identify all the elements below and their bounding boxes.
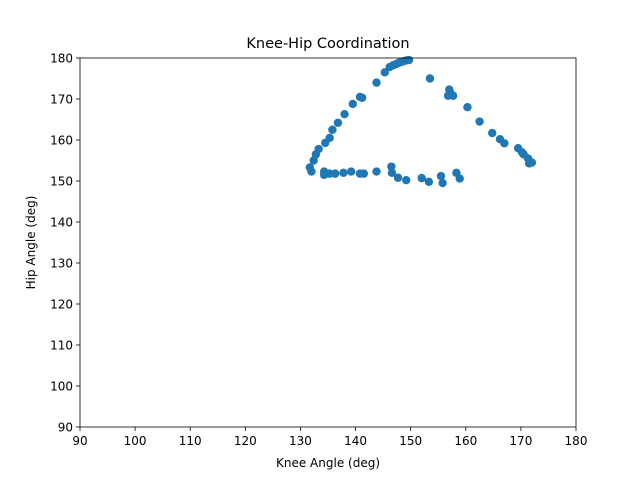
y-tick-label: 140: [50, 216, 73, 230]
data-point: [448, 91, 458, 100]
data-point: [372, 78, 381, 87]
data-point: [328, 125, 337, 134]
data-point: [357, 93, 367, 102]
x-tick-label: 160: [454, 434, 477, 448]
data-point: [372, 167, 381, 176]
data-point: [359, 169, 369, 178]
y-tick-label: 150: [50, 175, 73, 189]
data-point: [348, 99, 357, 109]
data-point: [475, 117, 484, 126]
y-tick-label: 180: [50, 52, 73, 66]
x-tick-label: 150: [399, 434, 422, 448]
y-ticks: 90 100 110 120 130 140 150 160 170 180: [50, 52, 80, 435]
x-tick-label: 130: [289, 434, 312, 448]
chart-title: Knee-Hip Coordination: [246, 36, 409, 52]
data-point: [393, 173, 403, 182]
data-point: [346, 167, 356, 176]
x-tick-label: 180: [565, 434, 588, 448]
data-point: [387, 162, 396, 171]
y-axis-label: Hip Angle (deg): [24, 196, 38, 290]
data-point: [424, 177, 434, 187]
data-point: [425, 74, 435, 83]
x-tick-label: 140: [344, 434, 367, 448]
y-tick-label: 120: [50, 298, 73, 312]
y-tick-label: 170: [50, 93, 73, 107]
points-layer: [305, 55, 537, 188]
data-point: [340, 109, 349, 119]
data-point: [330, 169, 340, 178]
data-point: [333, 118, 343, 127]
x-tick-label: 90: [72, 434, 87, 448]
data-point: [488, 128, 497, 138]
data-point: [417, 173, 426, 183]
data-point: [500, 139, 509, 148]
y-tick-label: 90: [58, 421, 73, 435]
data-point: [380, 68, 389, 77]
y-tick-label: 110: [50, 339, 73, 353]
y-tick-label: 130: [50, 257, 73, 271]
data-point: [455, 174, 464, 183]
data-point: [404, 55, 414, 65]
data-point: [527, 158, 537, 167]
y-tick-label: 160: [50, 134, 73, 148]
data-point: [402, 175, 411, 185]
x-tick-label: 170: [509, 434, 532, 448]
data-point: [339, 168, 348, 177]
data-point: [463, 103, 472, 112]
x-tick-label: 110: [179, 434, 202, 448]
data-point: [314, 144, 323, 154]
y-tick-label: 100: [50, 380, 73, 394]
plot-frame: [79, 57, 577, 428]
x-ticks: 90 100 110 120 130 140 150 160 170 180: [72, 427, 587, 448]
data-point: [387, 168, 397, 177]
x-tick-label: 120: [234, 434, 257, 448]
x-tick-label: 100: [124, 434, 147, 448]
data-point: [325, 133, 334, 143]
data-point: [436, 171, 446, 181]
x-axis-label: Knee Angle (deg): [276, 456, 380, 470]
data-point: [307, 167, 316, 176]
data-point: [438, 178, 447, 188]
